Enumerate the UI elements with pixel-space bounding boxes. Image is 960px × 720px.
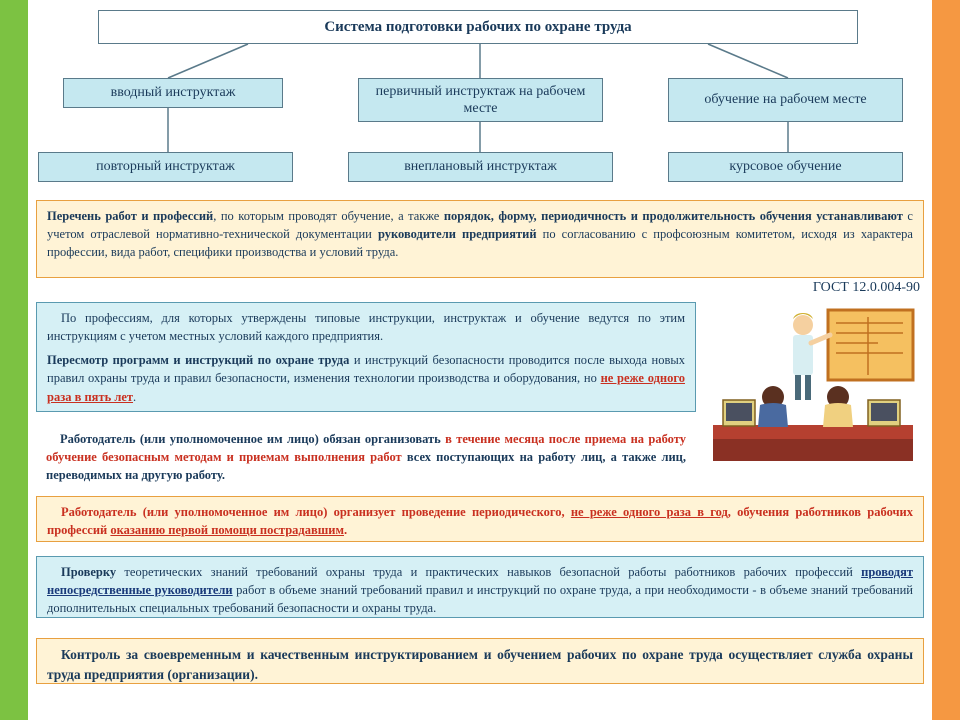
box-primary: первичный инструктаж на рабочем месте <box>358 78 603 122</box>
p2-t2d: . <box>133 390 136 404</box>
p4-t4: оказанию первой помощи пострадавшим <box>110 523 344 537</box>
paragraph-control: Контроль за своевременным и качественным… <box>36 638 924 684</box>
p1-t1: Перечень работ и профессий <box>47 209 213 223</box>
box-unscheduled: внеплановый инструктаж <box>348 152 613 182</box>
paragraph-scope: Перечень работ и профессий, по которым п… <box>36 200 924 278</box>
diagram-title: Система подготовки рабочих по охране тру… <box>98 10 858 44</box>
paragraph-review: По профессиям, для которых утверждены ти… <box>36 302 696 412</box>
p4-t5: . <box>344 523 347 537</box>
paragraph-first-aid: Работодатель (или уполномоченное им лицо… <box>36 496 924 542</box>
p2-t1: По профессиям, для которых утверждены ти… <box>47 311 685 343</box>
box-course: курсовое обучение <box>668 152 903 182</box>
right-accent-band <box>932 0 960 720</box>
p4-t2: не реже одного раза в год <box>571 505 728 519</box>
p1-t3: порядок, форму, периодичность и продолжи… <box>444 209 903 223</box>
main-canvas: Система подготовки рабочих по охране тру… <box>28 0 932 720</box>
p5-t2: теоретических знаний требований охраны т… <box>116 565 861 579</box>
training-illustration <box>708 305 918 470</box>
gost-reference: ГОСТ 12.0.004-90 <box>813 280 920 296</box>
p1-t2: , по которым проводят обучение, а также <box>213 209 444 223</box>
p3-t1a: Работодатель (или уполномоченное им лицо… <box>60 432 445 446</box>
box-workplace-training: обучение на рабочем месте <box>668 78 903 122</box>
paragraph-verification: Проверку теоретических знаний требований… <box>36 556 924 618</box>
paragraph-employer-month: Работодатель (или уполномоченное им лицо… <box>36 424 696 484</box>
p4-t1: Работодатель (или уполномоченное им лицо… <box>61 505 571 519</box>
box-introductory: вводный инструктаж <box>63 78 283 108</box>
p1-t5: руководители предприятий <box>378 227 537 241</box>
p5-t1: Проверку <box>61 565 116 579</box>
box-repeat: повторный инструктаж <box>38 152 293 182</box>
p2-t2a: Пересмотр программ и инструкций по охран… <box>47 353 349 367</box>
left-accent-band <box>0 0 28 720</box>
p6-t1: Контроль за своевременным и качественным… <box>47 647 913 682</box>
